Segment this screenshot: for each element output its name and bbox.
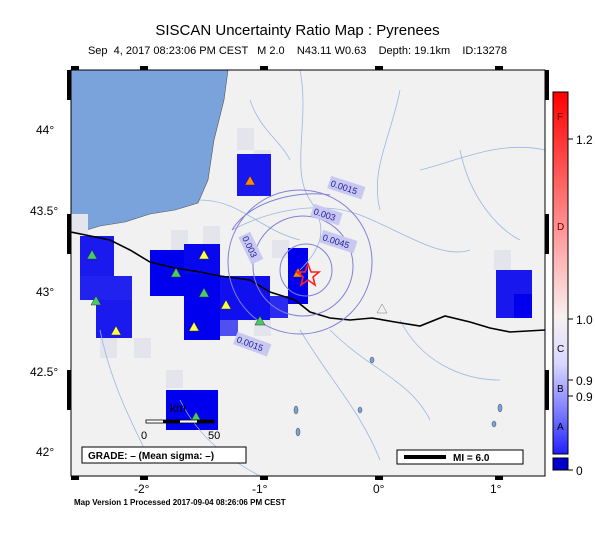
- rivers: [99, 70, 545, 476]
- colorbar-value: 1.2: [576, 133, 593, 147]
- magnitude-legend: MI = 6.0: [396, 449, 524, 465]
- y-tick-label: 43°: [36, 285, 54, 299]
- y-tick-label: 42.5°: [30, 365, 58, 379]
- colorbar: F D C B A 1.2 1.0 0.9 0.9 0: [552, 91, 593, 478]
- x-tick-label: -2°: [134, 482, 150, 496]
- grade-letter: B: [557, 384, 564, 395]
- grade-letter: F: [557, 112, 563, 123]
- uncertainty-grid-high: [80, 154, 532, 430]
- country-border: [71, 231, 545, 333]
- epicenter-star: [294, 261, 322, 287]
- colorbar-value: 0.9: [576, 374, 593, 388]
- x-tick-label: 1°: [490, 482, 502, 496]
- grade-letter: A: [557, 422, 564, 433]
- x-tick-label: -1°: [252, 482, 268, 496]
- map-frame: [70, 69, 546, 477]
- grade-label: GRADE: – (Mean sigma: –): [88, 451, 214, 462]
- map-title: SISCAN Uncertainty Ratio Map : Pyrenees: [155, 22, 440, 39]
- station-marker: [86, 249, 98, 260]
- station-marker: [244, 175, 256, 186]
- stations: [86, 175, 388, 422]
- station-marker: [254, 315, 266, 326]
- axis-labels: 44° 43.5° 43° 42.5° 42° -2° -1° 0° 1°: [30, 123, 502, 496]
- grade-box: GRADE: – (Mean sigma: –): [81, 446, 247, 464]
- colorbar-value: 0: [576, 464, 583, 478]
- scale-bar: km 0 50: [141, 401, 220, 442]
- event-info: Sep 4, 2017 08:23:06 PM CEST M 2.0 N43.1…: [87, 45, 508, 57]
- colorbar-value: 1.0: [576, 313, 593, 327]
- y-tick-label: 44°: [36, 123, 54, 137]
- y-tick-label: 42°: [36, 445, 54, 459]
- contour-label: 0.003: [310, 203, 343, 226]
- station-marker: [90, 295, 102, 306]
- x-tick-label: 0°: [373, 482, 385, 496]
- frame-ticks: [67, 66, 549, 480]
- scale-bar-start: 0: [141, 430, 147, 442]
- magnitude-legend-label: MI = 6.0: [453, 453, 490, 464]
- y-tick-label: 43.5°: [30, 204, 58, 218]
- colorbar-value: 0.9: [576, 390, 593, 404]
- uncertainty-contours: [227, 189, 373, 335]
- station-marker: [220, 299, 232, 310]
- grade-letter: C: [557, 344, 564, 355]
- station-marker: [198, 249, 210, 260]
- scale-bar-end: 50: [208, 430, 220, 442]
- station-marker: [376, 303, 388, 314]
- grade-letter: D: [557, 222, 564, 233]
- station-marker: [110, 325, 122, 336]
- footer-note: Map Version 1 Processed 2017-09-04 08:26…: [74, 498, 286, 507]
- scale-bar-unit: km: [170, 401, 186, 415]
- lakes: [293, 356, 503, 437]
- station-marker: [188, 321, 200, 332]
- station-marker: [170, 267, 182, 278]
- station-marker: [198, 287, 210, 298]
